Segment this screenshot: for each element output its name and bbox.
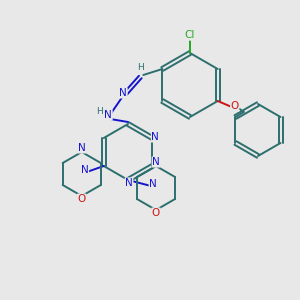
Text: H: H xyxy=(96,107,103,116)
Text: N: N xyxy=(78,143,85,153)
Text: H: H xyxy=(137,62,144,71)
Text: O: O xyxy=(78,194,86,204)
Text: O: O xyxy=(231,101,239,111)
Text: N: N xyxy=(81,165,88,175)
Text: N: N xyxy=(119,88,127,98)
Text: N: N xyxy=(149,179,157,189)
Text: O: O xyxy=(152,208,160,218)
Text: Cl: Cl xyxy=(185,30,195,40)
Text: N: N xyxy=(152,132,159,142)
Text: N: N xyxy=(125,178,133,188)
Text: N: N xyxy=(104,110,112,120)
Text: N: N xyxy=(152,157,160,167)
